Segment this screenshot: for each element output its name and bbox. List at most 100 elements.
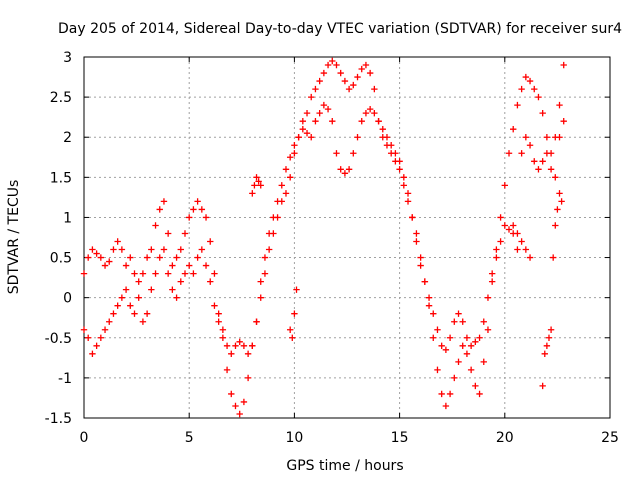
y-tick-label: 1.5 bbox=[50, 170, 72, 186]
data-point bbox=[383, 134, 391, 141]
data-point bbox=[467, 342, 475, 349]
data-point bbox=[97, 254, 105, 261]
data-point bbox=[413, 230, 420, 237]
data-point bbox=[362, 109, 370, 117]
data-point bbox=[467, 366, 475, 374]
data-point bbox=[164, 230, 172, 237]
data-point bbox=[293, 286, 300, 293]
data-point bbox=[207, 278, 214, 285]
data-point bbox=[488, 270, 496, 277]
data-point bbox=[543, 150, 551, 157]
data-point bbox=[265, 230, 273, 237]
data-point bbox=[291, 142, 298, 149]
data-point bbox=[236, 410, 243, 418]
y-tick-label: -1.5 bbox=[45, 411, 72, 427]
data-point bbox=[514, 101, 521, 109]
data-point bbox=[131, 270, 138, 277]
x-tick-label: 10 bbox=[285, 430, 303, 446]
data-point bbox=[202, 214, 210, 221]
data-point bbox=[135, 294, 142, 301]
data-point bbox=[404, 190, 412, 197]
data-point bbox=[211, 302, 218, 309]
data-point bbox=[556, 134, 563, 141]
data-point bbox=[337, 166, 344, 173]
data-point bbox=[387, 142, 395, 149]
data-point bbox=[152, 222, 159, 229]
data-point bbox=[80, 326, 88, 333]
data-point bbox=[547, 166, 555, 173]
data-point bbox=[257, 294, 264, 301]
data-point bbox=[282, 190, 290, 197]
data-point bbox=[510, 126, 517, 133]
y-tick-label: -1 bbox=[58, 371, 72, 387]
data-point bbox=[299, 126, 307, 133]
data-point bbox=[333, 150, 340, 157]
data-point bbox=[173, 294, 180, 301]
data-point bbox=[270, 214, 277, 221]
data-point bbox=[434, 326, 441, 333]
data-point bbox=[554, 206, 561, 213]
data-point bbox=[215, 310, 222, 317]
data-point bbox=[312, 117, 319, 125]
data-point bbox=[190, 206, 197, 213]
data-point bbox=[207, 238, 214, 245]
x-tick-label: 5 bbox=[185, 430, 194, 446]
data-point bbox=[186, 214, 193, 221]
data-point bbox=[324, 61, 332, 69]
data-point bbox=[366, 69, 374, 77]
data-point bbox=[244, 374, 252, 382]
data-point bbox=[131, 310, 138, 317]
data-point bbox=[232, 342, 239, 349]
data-point bbox=[476, 334, 483, 341]
data-point bbox=[177, 246, 184, 253]
data-point bbox=[265, 246, 273, 253]
data-point bbox=[421, 278, 429, 285]
data-point bbox=[484, 294, 492, 301]
data-point bbox=[143, 254, 151, 261]
data-point bbox=[417, 262, 424, 269]
data-point bbox=[493, 254, 500, 261]
data-point bbox=[89, 350, 96, 358]
plot-frame bbox=[83, 56, 611, 419]
data-point bbox=[211, 270, 218, 277]
data-point bbox=[118, 294, 126, 301]
data-point bbox=[215, 318, 222, 325]
data-point bbox=[341, 170, 349, 177]
x-tick-labels: 0 5 10 15 20 25 bbox=[80, 430, 619, 446]
data-point bbox=[522, 246, 530, 253]
data-point bbox=[194, 254, 201, 261]
data-point bbox=[286, 326, 294, 333]
data-point bbox=[106, 318, 113, 325]
data-point bbox=[455, 310, 462, 317]
data-point bbox=[122, 262, 130, 269]
data-point bbox=[312, 85, 319, 93]
data-point bbox=[392, 150, 399, 157]
data-point bbox=[413, 238, 420, 245]
data-point bbox=[463, 334, 471, 341]
data-point bbox=[282, 166, 290, 173]
data-point bbox=[219, 326, 227, 333]
data-point bbox=[274, 198, 281, 205]
x-tick-label: 20 bbox=[496, 430, 514, 446]
data-point bbox=[286, 174, 294, 181]
data-point bbox=[480, 358, 487, 366]
data-point bbox=[522, 134, 530, 141]
data-point bbox=[253, 318, 260, 325]
data-point bbox=[417, 254, 424, 261]
data-point bbox=[501, 182, 508, 189]
data-point bbox=[552, 222, 559, 229]
data-point bbox=[114, 302, 121, 309]
data-point bbox=[396, 166, 403, 173]
data-point bbox=[472, 338, 479, 345]
data-point bbox=[366, 105, 374, 113]
data-point bbox=[396, 158, 403, 165]
data-point bbox=[303, 130, 311, 137]
series-fragments bbox=[249, 174, 565, 390]
data-point bbox=[526, 77, 534, 85]
grid bbox=[84, 57, 610, 418]
data-point bbox=[535, 93, 542, 101]
data-point bbox=[425, 294, 433, 301]
data-point bbox=[114, 238, 121, 245]
data-point bbox=[531, 158, 538, 165]
data-point bbox=[156, 206, 163, 213]
